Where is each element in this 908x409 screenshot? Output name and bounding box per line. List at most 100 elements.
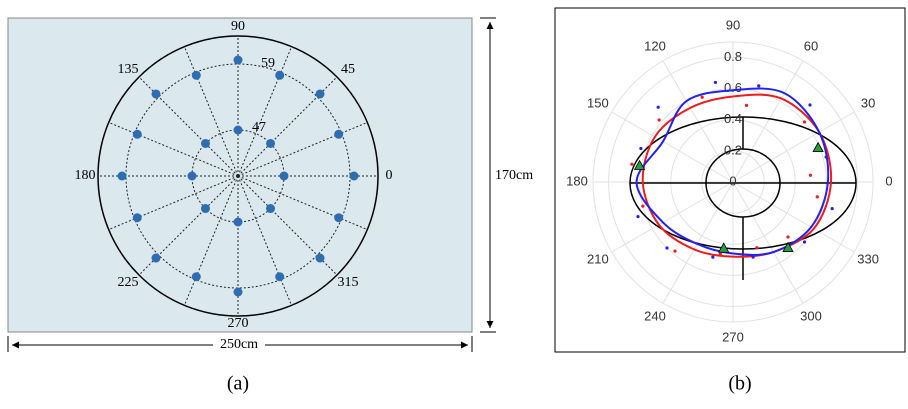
theta-tick-label: 90 [726, 17, 740, 32]
measured-dot [641, 204, 645, 208]
measured-dot [757, 84, 761, 88]
reference-marker [633, 159, 646, 170]
measure-point [151, 89, 161, 99]
pattern-curve [635, 87, 830, 256]
grid-spoke [732, 111, 855, 183]
dotted-spoke [183, 46, 239, 177]
r-tick-label: 0.8 [724, 49, 742, 64]
measured-dot [744, 103, 749, 108]
grid-spoke [611, 181, 734, 253]
width-label: 250cm [220, 337, 258, 352]
measured-dot [755, 246, 759, 250]
reference-marker [718, 242, 730, 253]
measure-point [233, 125, 243, 135]
theta-tick-label: 300 [800, 309, 822, 324]
theta-tick-label: 180 [566, 173, 588, 188]
measure-point [275, 70, 285, 80]
r-tick-label: 0.4 [724, 111, 742, 126]
measure-point [279, 171, 289, 181]
angle-label: 135 [118, 62, 139, 77]
measure-point [334, 129, 344, 139]
dotted-spoke [237, 121, 368, 177]
measured-dot [656, 105, 660, 109]
room-outline [629, 116, 857, 280]
height-label: 170cm [495, 168, 533, 183]
measured-dot [657, 118, 661, 122]
panel-a: 90 45 0 135 180 225 270 315 59 47 170cm … [7, 17, 533, 395]
theta-tick-label: 330 [857, 251, 879, 266]
dotted-spoke [108, 175, 239, 231]
grid-spoke [662, 181, 734, 304]
plot-layer: 0 0.2 0.4 0.6 0.8 [630, 49, 834, 259]
theta-tick-label: 150 [587, 95, 609, 110]
r-tick-label: 0.6 [724, 80, 742, 95]
reference-marker [782, 241, 794, 252]
theta-tick-label: 120 [644, 38, 666, 53]
outer-circle [97, 35, 379, 317]
measured-dot [718, 252, 722, 256]
angle-label: 45 [341, 62, 355, 77]
measure-point [191, 272, 201, 282]
measured-dot [711, 255, 715, 259]
measure-point [266, 138, 276, 148]
measured-dot [824, 155, 828, 159]
dotted-spoke [237, 175, 368, 231]
grid-spoke [662, 60, 734, 183]
measured-dot [700, 95, 704, 99]
dotted-spoke [108, 121, 239, 177]
r-tick-label: 0 [729, 173, 736, 188]
measured-dot [665, 246, 669, 250]
label-bg [213, 337, 265, 353]
measured-dot [802, 240, 807, 244]
theta-tick-label: 30 [861, 95, 875, 110]
measure-point [132, 129, 142, 139]
theta-tick-label: 0 [885, 173, 892, 188]
measure-point [200, 204, 210, 214]
angle-label: 90 [231, 19, 245, 34]
measure-point [233, 217, 243, 227]
measured-dot [802, 120, 807, 124]
angle-label: 315 [338, 275, 359, 290]
theta-tick-label: 60 [804, 38, 818, 53]
measured-dot [830, 206, 834, 211]
measure-point [266, 204, 276, 214]
measure-point [349, 171, 359, 181]
measured-dot [636, 214, 640, 219]
measured-dot [808, 173, 813, 177]
dotted-spoke [237, 46, 293, 177]
measured-dot [808, 103, 812, 107]
caption: (b) [728, 373, 751, 395]
grid-spoke [611, 111, 734, 183]
measure-point [334, 213, 344, 223]
measured-dot [639, 146, 643, 151]
measure-point [132, 213, 142, 223]
panel-b: 0 30 60 90 120 150 180 210 240 270 300 330 [554, 7, 906, 353]
measure-point [151, 253, 161, 263]
measure-point [233, 55, 243, 65]
measured-dot [786, 235, 790, 239]
measure-point [315, 253, 325, 263]
theta-tick-label: 240 [644, 309, 666, 324]
measure-point [191, 70, 201, 80]
measured-dot [630, 162, 634, 166]
grid-spoke [732, 181, 855, 253]
measured-dot [815, 195, 819, 199]
r-tick-label: 0.2 [724, 142, 742, 157]
measured-dot [751, 255, 755, 259]
reference-marker [812, 141, 824, 153]
room [7, 17, 473, 333]
ring-label: 47 [252, 120, 266, 135]
measure-point [233, 287, 243, 297]
measure-point [187, 171, 197, 181]
angle-label: 180 [75, 168, 96, 183]
grid-spoke [732, 181, 804, 304]
grid-spoke [732, 60, 804, 183]
theta-tick-label: 270 [722, 329, 744, 344]
measured-dot [673, 249, 677, 253]
dotted-spoke [183, 175, 239, 306]
measure-point [315, 89, 325, 99]
measure-point [275, 272, 285, 282]
ring-label: 59 [261, 56, 275, 71]
angle-label: 225 [118, 275, 139, 290]
